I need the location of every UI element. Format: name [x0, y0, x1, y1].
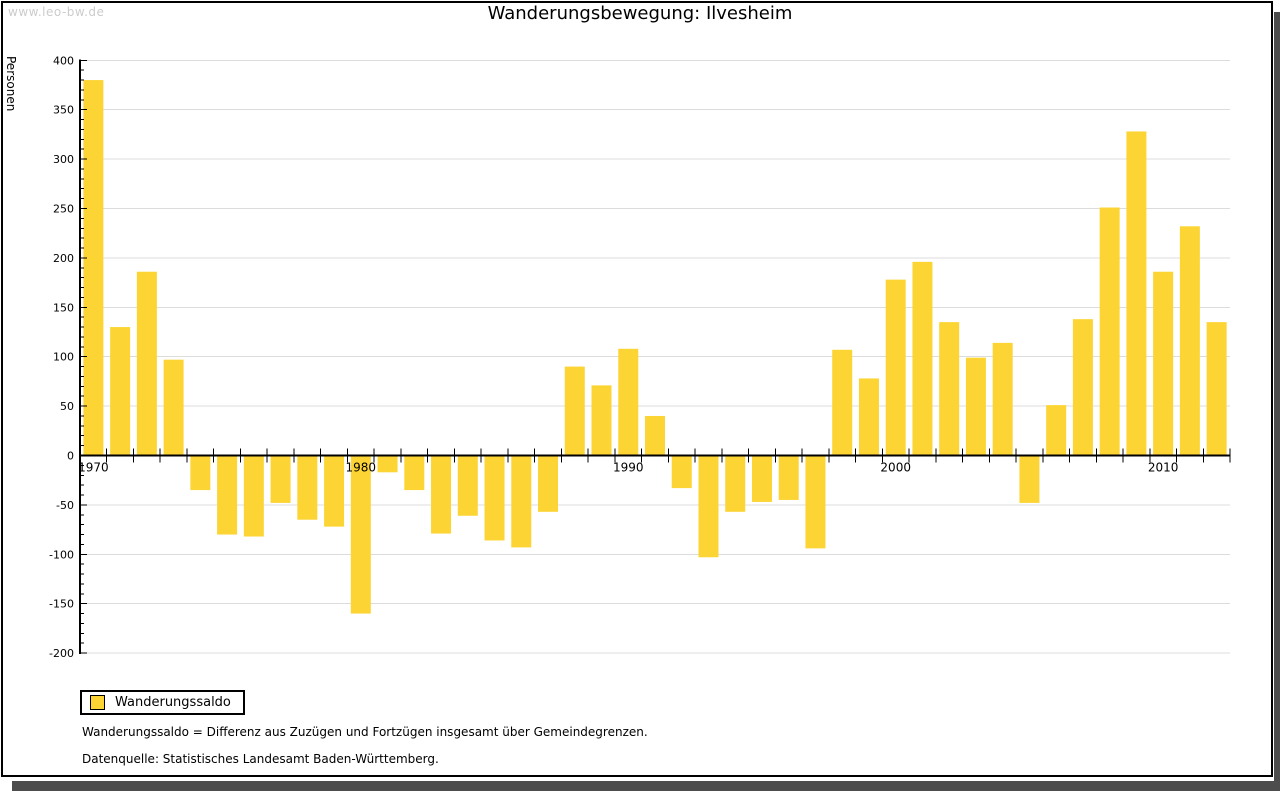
migration-bar-chart: -200 -150 -100 -50 0 50 100 150 200 250 300 350 400 1…	[49, 54, 1231, 660]
bar-1973	[163, 359, 184, 456]
y-tick-label: 150	[53, 301, 74, 314]
bar-1971	[110, 327, 131, 456]
bar-2009	[1126, 131, 1147, 456]
y-tick-label: 100	[53, 351, 74, 364]
bar-1987	[538, 455, 559, 512]
bar-2010	[1153, 271, 1174, 456]
y-tick-label: -150	[49, 598, 74, 611]
bar-2012	[1206, 322, 1227, 456]
chart-title: Wanderungsbewegung: Ilvesheim	[487, 3, 793, 24]
x-tick-label: 1970	[78, 461, 109, 475]
x-tick-label: 1980	[346, 461, 377, 475]
frame-shadow-right	[1274, 12, 1280, 791]
x-tick-label: 2000	[880, 461, 911, 475]
bar-2007	[1072, 319, 1093, 456]
footnote-source: Datenquelle: Statistisches Landesamt Bad…	[82, 752, 439, 766]
bar-2000	[885, 279, 906, 456]
bar-1995	[751, 455, 772, 502]
y-tick-label: -50	[56, 499, 74, 512]
y-tick-label: 0	[67, 450, 74, 463]
bar-2003	[965, 357, 986, 456]
y-tick-label: 200	[53, 252, 74, 265]
bar-1985	[484, 455, 505, 541]
bar-1978	[297, 455, 318, 520]
legend-swatch	[90, 695, 105, 710]
y-tick-label: -100	[49, 548, 74, 561]
bar-1996	[778, 455, 799, 500]
y-tick-label: 350	[53, 104, 74, 117]
bar-1977	[270, 455, 291, 503]
bar-1992	[671, 455, 692, 489]
bar-1972	[136, 271, 157, 456]
bar-1998	[832, 349, 853, 456]
legend-label: Wanderungssaldo	[115, 695, 231, 710]
bar-1986	[511, 455, 532, 548]
bar-2011	[1179, 226, 1200, 456]
y-tick-label: 50	[60, 400, 74, 413]
bar-1970	[83, 80, 104, 456]
bar-1975	[217, 455, 238, 535]
watermark: www.leo-bw.de	[8, 5, 105, 19]
bar-1991	[645, 415, 665, 456]
y-tick-label: -200	[49, 647, 74, 660]
bar-1979	[324, 455, 345, 527]
bar-1984	[457, 455, 478, 516]
bar-2001	[912, 261, 933, 456]
bar-1974	[190, 455, 211, 491]
y-tick-label: 400	[53, 54, 74, 67]
bar-2002	[939, 322, 960, 456]
bar-2006	[1046, 405, 1067, 456]
bar-2005	[1019, 455, 1040, 503]
bar-1989	[591, 385, 612, 456]
bar-1976	[243, 455, 264, 537]
legend: Wanderungssaldo	[80, 690, 245, 715]
bar-1990	[618, 348, 639, 456]
bar-1982	[404, 455, 425, 491]
bar-1988	[564, 366, 585, 456]
bar-1997	[805, 455, 826, 549]
bar-2008	[1099, 207, 1120, 456]
bar-1993	[698, 455, 719, 558]
bar-1999	[858, 378, 879, 456]
footnote-definition: Wanderungssaldo = Differenz aus Zuzügen …	[82, 725, 648, 739]
bar-1983	[431, 455, 452, 534]
bar-1980	[350, 455, 371, 614]
bar-2004	[992, 342, 1013, 456]
bar-1981	[377, 455, 398, 473]
bar-1994	[725, 455, 746, 512]
x-tick-label: 1990	[613, 461, 644, 475]
frame-shadow-bottom	[12, 781, 1280, 791]
y-axis-label: Personen	[4, 56, 18, 112]
y-tick-label: 300	[53, 153, 74, 166]
y-tick-label: 250	[53, 203, 74, 216]
x-tick-label: 2010	[1148, 461, 1179, 475]
